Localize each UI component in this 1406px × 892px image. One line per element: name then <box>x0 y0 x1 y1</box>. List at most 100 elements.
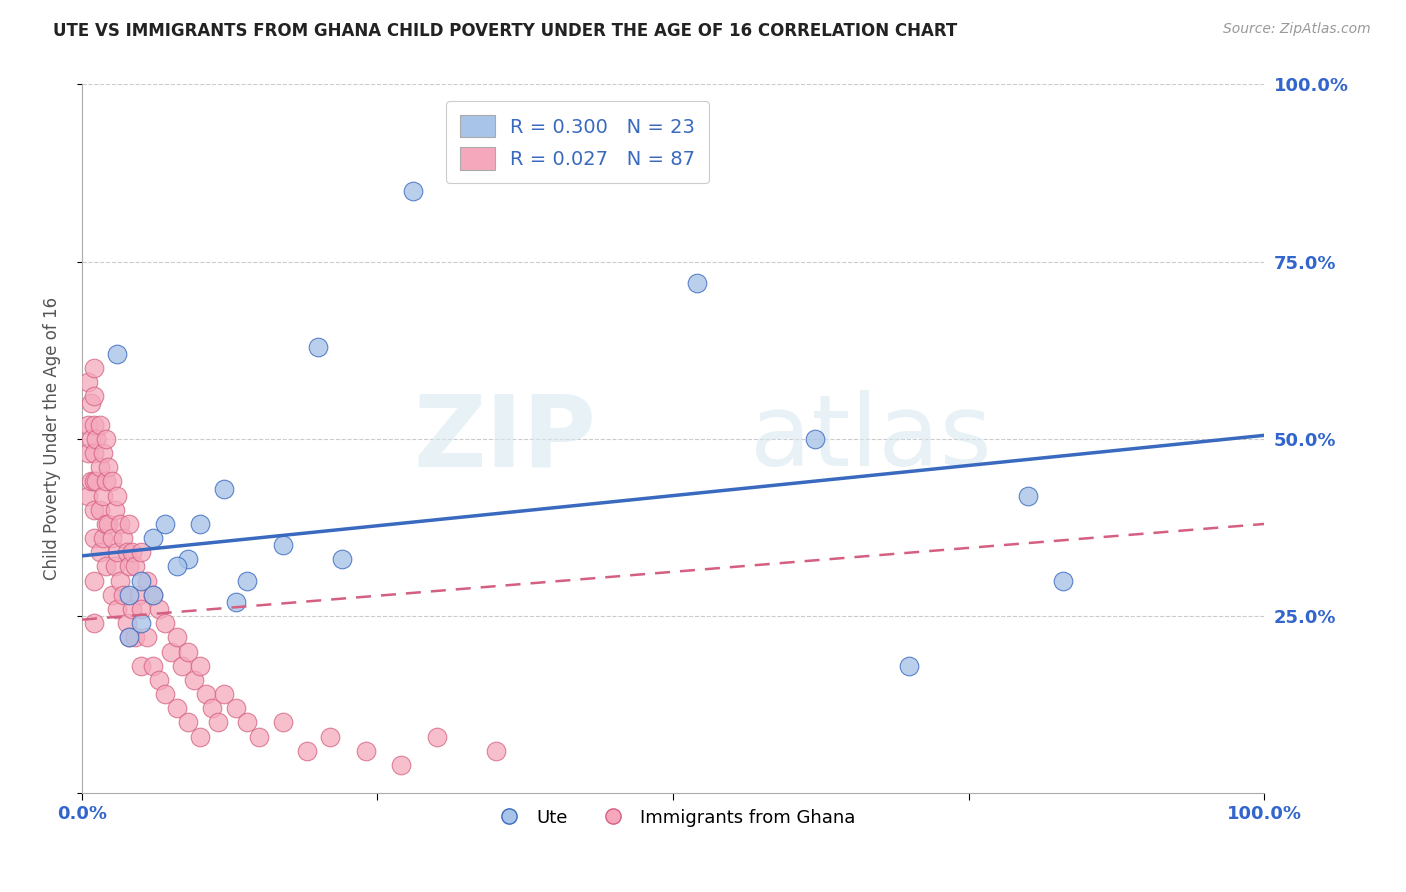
Point <box>1052 574 1074 588</box>
Point <box>426 730 449 744</box>
Point <box>107 347 129 361</box>
Point <box>271 538 294 552</box>
Point <box>94 475 117 489</box>
Point <box>112 531 135 545</box>
Point <box>115 616 138 631</box>
Point <box>129 658 152 673</box>
Point <box>76 375 98 389</box>
Point <box>112 588 135 602</box>
Point <box>108 574 131 588</box>
Point <box>354 744 377 758</box>
Point <box>1017 489 1039 503</box>
Point <box>201 701 224 715</box>
Point <box>307 340 329 354</box>
Point <box>83 531 105 545</box>
Point <box>236 574 259 588</box>
Point <box>104 559 127 574</box>
Point <box>188 658 211 673</box>
Point <box>247 730 270 744</box>
Point <box>84 432 107 446</box>
Point <box>83 417 105 432</box>
Point <box>107 489 129 503</box>
Point <box>104 503 127 517</box>
Point <box>319 730 342 744</box>
Y-axis label: Child Poverty Under the Age of 16: Child Poverty Under the Age of 16 <box>44 297 60 581</box>
Point <box>212 687 235 701</box>
Point <box>166 631 188 645</box>
Point <box>124 559 146 574</box>
Point <box>76 417 98 432</box>
Text: Source: ZipAtlas.com: Source: ZipAtlas.com <box>1223 22 1371 37</box>
Point <box>91 531 114 545</box>
Point <box>83 574 105 588</box>
Point <box>118 559 141 574</box>
Point <box>121 602 143 616</box>
Point <box>94 432 117 446</box>
Point <box>148 602 170 616</box>
Point <box>177 715 200 730</box>
Point <box>108 516 131 531</box>
Point <box>129 545 152 559</box>
Point <box>80 396 103 410</box>
Point <box>389 758 412 772</box>
Point <box>118 588 141 602</box>
Point <box>100 531 122 545</box>
Text: atlas: atlas <box>749 391 991 487</box>
Point <box>83 616 105 631</box>
Point <box>94 516 117 531</box>
Point <box>225 595 247 609</box>
Point <box>188 516 211 531</box>
Point <box>89 545 111 559</box>
Point <box>118 516 141 531</box>
Point <box>97 516 120 531</box>
Point <box>183 673 205 687</box>
Point <box>83 361 105 376</box>
Point <box>83 503 105 517</box>
Point <box>485 744 508 758</box>
Point <box>76 489 98 503</box>
Point <box>172 658 194 673</box>
Point <box>195 687 218 701</box>
Point <box>129 574 152 588</box>
Point <box>76 446 98 460</box>
Point <box>107 545 129 559</box>
Point <box>91 489 114 503</box>
Point <box>177 552 200 566</box>
Point <box>159 644 181 658</box>
Point <box>129 602 152 616</box>
Point <box>212 482 235 496</box>
Point <box>80 475 103 489</box>
Point <box>685 276 707 290</box>
Point <box>166 701 188 715</box>
Point <box>177 644 200 658</box>
Point <box>115 545 138 559</box>
Point <box>225 701 247 715</box>
Point <box>91 446 114 460</box>
Point <box>89 417 111 432</box>
Point <box>142 588 165 602</box>
Point <box>83 475 105 489</box>
Point <box>124 631 146 645</box>
Point <box>100 588 122 602</box>
Point <box>118 631 141 645</box>
Point <box>188 730 211 744</box>
Point <box>153 687 176 701</box>
Point <box>136 631 159 645</box>
Point <box>94 559 117 574</box>
Point <box>136 574 159 588</box>
Point <box>84 475 107 489</box>
Text: ZIP: ZIP <box>413 391 596 487</box>
Point <box>128 588 150 602</box>
Point <box>295 744 318 758</box>
Point <box>207 715 229 730</box>
Point <box>118 631 141 645</box>
Point <box>804 432 827 446</box>
Point <box>166 559 188 574</box>
Point <box>402 184 425 198</box>
Legend: Ute, Immigrants from Ghana: Ute, Immigrants from Ghana <box>484 802 862 834</box>
Point <box>142 588 165 602</box>
Point <box>153 616 176 631</box>
Point <box>107 602 129 616</box>
Point <box>97 460 120 475</box>
Point <box>100 475 122 489</box>
